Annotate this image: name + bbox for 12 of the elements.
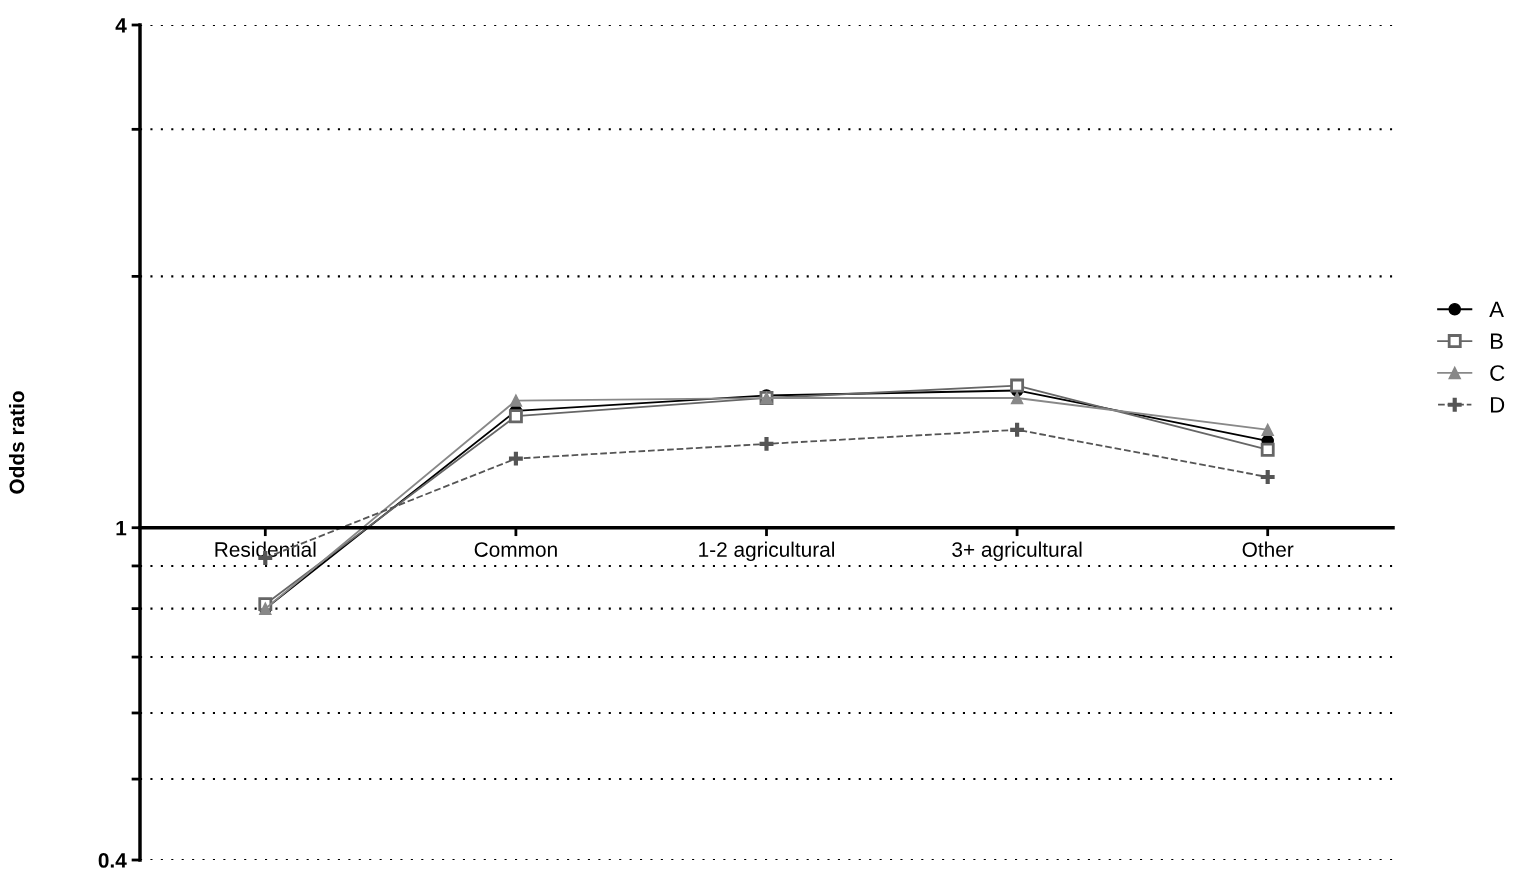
x-tick-label: 3+ agricultural — [952, 541, 1082, 562]
y-axis-title: Odds ratio — [8, 391, 25, 494]
legend-label: A — [1489, 301, 1504, 318]
x-tick-label: Other — [1242, 541, 1294, 557]
y-tick-label: 4 — [115, 18, 127, 33]
legend-label: D — [1490, 397, 1505, 413]
y-tick-label: 0.4 — [98, 853, 127, 868]
legend-label: C — [1490, 365, 1505, 381]
x-tick-label: Common — [474, 542, 557, 557]
y-tick-label: 1 — [116, 520, 127, 536]
x-tick-label: 1-2 agricultural — [699, 541, 835, 562]
legend-label: B — [1490, 333, 1503, 349]
